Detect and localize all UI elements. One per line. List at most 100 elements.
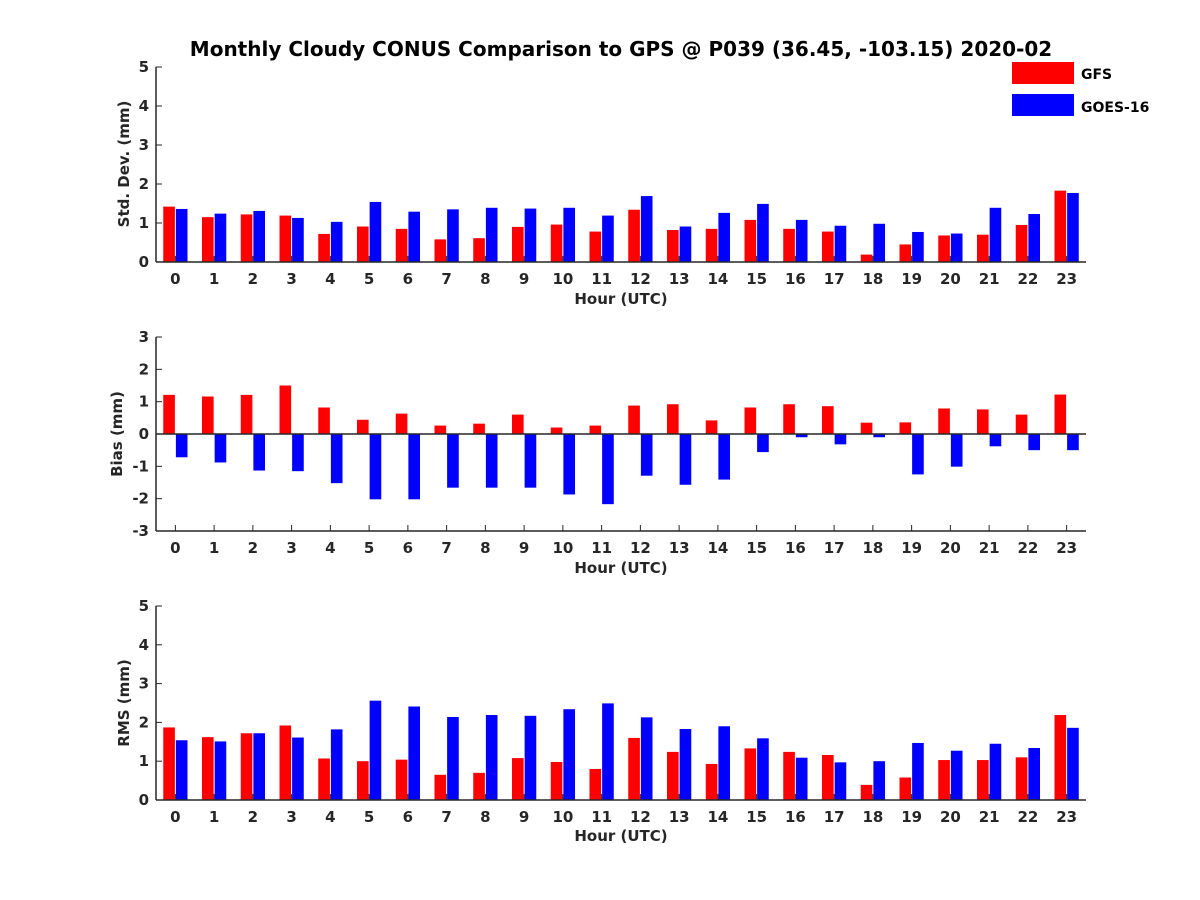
- stddev-bar-gfs-20: [938, 235, 950, 262]
- rms-bar-gfs-1: [202, 737, 214, 800]
- bias-xtick-label: 10: [552, 539, 573, 557]
- stddev-bar-gfs-7: [434, 239, 447, 262]
- rms-bar-gfs-8: [473, 772, 485, 800]
- rms-bar-goes16-12: [640, 717, 653, 800]
- bias-bar-gfs-4: [318, 407, 330, 434]
- rms-bar-goes16-13: [679, 729, 692, 800]
- bias-bar-gfs-8: [473, 423, 485, 434]
- stddev-bar-goes16-9: [524, 208, 537, 262]
- legend-swatch-gfs: [1012, 62, 1074, 84]
- rms-bar-goes16-20: [950, 750, 963, 800]
- bias-xtick-label: 3: [286, 539, 296, 557]
- rms-bar-gfs-17: [822, 754, 834, 800]
- legend-swatch-goes16: [1012, 94, 1074, 116]
- stddev-bar-goes16-4: [330, 221, 343, 262]
- rms-xtick-label: 22: [1017, 808, 1038, 826]
- stddev-xtick-label: 17: [824, 270, 845, 288]
- stddev-xtick-label: 1: [209, 270, 219, 288]
- rms-xtick-label: 11: [591, 808, 612, 826]
- bias-xtick-label: 5: [364, 539, 374, 557]
- rms-bar-goes16-9: [524, 715, 537, 800]
- stddev-bar-goes16-11: [602, 215, 614, 262]
- stddev-bar-gfs-5: [357, 226, 369, 262]
- rms-bar-gfs-3: [279, 725, 292, 800]
- bias-bar-gfs-20: [938, 408, 950, 434]
- stddev-bar-gfs-6: [395, 228, 408, 262]
- stddev-bar-gfs-16: [783, 228, 795, 262]
- rms-bar-gfs-7: [434, 774, 447, 800]
- rms-bar-goes16-7: [447, 716, 459, 800]
- bias-bar-goes16-1: [214, 434, 227, 463]
- stddev-bar-goes16-6: [408, 211, 421, 262]
- stddev-xtick-label: 3: [286, 270, 296, 288]
- rms-bar-goes16-8: [485, 715, 498, 800]
- rms-bar-goes16-1: [214, 741, 227, 800]
- stddev-bar-gfs-18: [860, 254, 873, 262]
- bias-bar-goes16-22: [1028, 434, 1041, 451]
- bias-bar-gfs-14: [705, 420, 718, 434]
- bias-bar-goes16-2: [253, 434, 266, 471]
- bias-xtick-label: 15: [746, 539, 767, 557]
- bias-bar-gfs-3: [279, 385, 292, 434]
- rms-xtick-label: 1: [209, 808, 219, 826]
- bias-ytick-label: 1: [139, 393, 149, 411]
- bias-xtick-label: 20: [940, 539, 961, 557]
- stddev-bar-goes16-16: [795, 219, 808, 262]
- stddev-bar-gfs-14: [705, 228, 718, 262]
- rms-bar-gfs-19: [899, 777, 912, 800]
- stddev-bar-goes16-10: [563, 207, 576, 262]
- bias-bar-gfs-12: [628, 405, 640, 434]
- rms-bar-goes16-18: [873, 761, 886, 800]
- stddev-xtick-label: 23: [1056, 270, 1077, 288]
- bias-bar-gfs-13: [667, 404, 679, 434]
- rms-xtick-label: 12: [630, 808, 651, 826]
- stddev-ytick-label: 2: [139, 175, 149, 193]
- stddev-bar-gfs-15: [744, 219, 757, 262]
- bias-bar-gfs-11: [589, 425, 602, 434]
- stddev-xlabel: Hour (UTC): [574, 290, 667, 308]
- bias-bar-goes16-5: [369, 434, 382, 500]
- stddev-bar-goes16-20: [950, 233, 963, 262]
- rms-xtick-label: 15: [746, 808, 767, 826]
- stddev-xtick-label: 19: [901, 270, 922, 288]
- stddev-xtick-label: 22: [1017, 270, 1038, 288]
- rms-xtick-label: 7: [441, 808, 451, 826]
- rms-xtick-label: 16: [785, 808, 806, 826]
- stddev-bar-gfs-23: [1054, 190, 1067, 262]
- bias-bar-goes16-19: [912, 434, 924, 475]
- legend-label-goes16: GOES-16: [1081, 100, 1149, 116]
- stddev-bar-goes16-12: [640, 196, 653, 262]
- stddev-bar-goes16-23: [1067, 192, 1079, 262]
- bias-bar-goes16-17: [834, 434, 847, 445]
- rms-bar-gfs-2: [240, 733, 253, 800]
- stddev-bar-goes16-1: [214, 213, 227, 262]
- rms-xtick-label: 18: [862, 808, 883, 826]
- rms-xtick-label: 14: [707, 808, 728, 826]
- stddev-bar-gfs-11: [589, 231, 602, 262]
- rms-bar-goes16-23: [1067, 727, 1079, 800]
- bias-bar-gfs-15: [744, 407, 757, 434]
- stddev-ytick-label: 1: [139, 214, 149, 232]
- bias-bar-gfs-17: [822, 406, 834, 434]
- rms-xtick-label: 6: [403, 808, 413, 826]
- bias-bar-goes16-10: [563, 434, 576, 495]
- rms-bar-gfs-18: [860, 784, 873, 800]
- stddev-ytick-label: 3: [139, 136, 149, 154]
- bias-bar-goes16-6: [408, 434, 421, 500]
- bias-bar-goes16-0: [175, 434, 188, 458]
- rms-bar-goes16-0: [175, 740, 188, 800]
- stddev-bar-gfs-17: [822, 231, 834, 262]
- stddev-bar-goes16-3: [292, 217, 304, 262]
- bias-bar-gfs-16: [783, 404, 795, 434]
- stddev-xtick-label: 2: [248, 270, 258, 288]
- rms-bar-goes16-4: [330, 729, 343, 800]
- rms-xtick-label: 8: [480, 808, 490, 826]
- rms-xtick-label: 2: [248, 808, 258, 826]
- stddev-xtick-label: 4: [325, 270, 335, 288]
- rms-bar-goes16-19: [912, 742, 924, 800]
- bias-bar-goes16-4: [330, 434, 343, 484]
- bias-ytick-label: 2: [139, 360, 149, 378]
- rms-bar-gfs-22: [1015, 757, 1028, 800]
- stddev-bar-gfs-2: [240, 214, 253, 262]
- rms-xtick-label: 19: [901, 808, 922, 826]
